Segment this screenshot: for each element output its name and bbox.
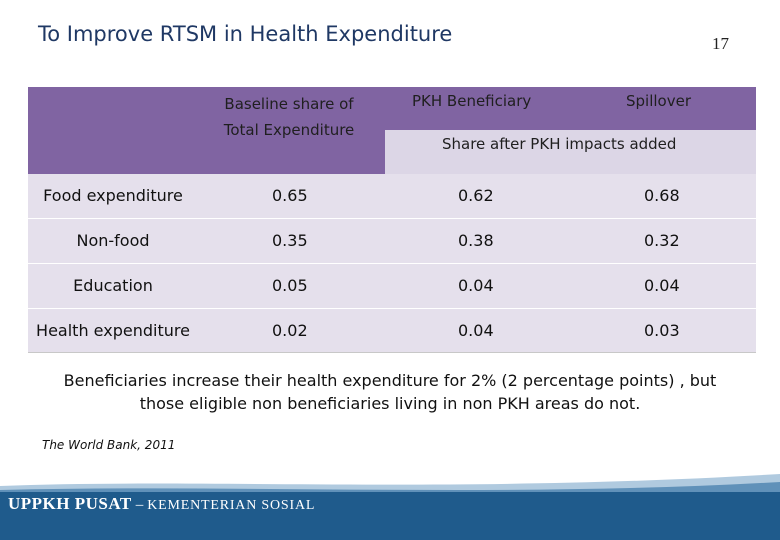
table-header-left-block bbox=[28, 130, 385, 174]
source-citation: The World Bank, 2011 bbox=[42, 438, 176, 452]
spillover-value: 0.03 bbox=[644, 321, 680, 340]
spillover-value: 0.04 bbox=[644, 276, 680, 295]
page-number: 17 bbox=[712, 34, 729, 53]
footer-ministry: KEMENTERIAN SOSIAL bbox=[147, 498, 316, 513]
table-bottom-rule bbox=[28, 352, 756, 353]
table-row: Education 0.05 0.04 0.04 bbox=[28, 264, 756, 308]
header-baseline-share: Baseline share of Total Expenditure bbox=[223, 95, 355, 139]
header-spillover: Spillover bbox=[626, 92, 691, 110]
row-label: Education bbox=[73, 276, 153, 295]
baseline-value: 0.35 bbox=[272, 231, 308, 250]
footer-label: UPPKH PUSAT – KEMENTERIAN SOSIAL bbox=[8, 494, 315, 514]
table-header-band bbox=[28, 87, 756, 130]
row-label: Non-food bbox=[76, 231, 150, 250]
slide-title: To Improve RTSM in Health Expenditure bbox=[38, 22, 453, 46]
table-row: Non-food 0.35 0.38 0.32 bbox=[28, 219, 756, 263]
footer-separator: – bbox=[135, 497, 144, 513]
spillover-value: 0.68 bbox=[644, 186, 680, 205]
pkh-value: 0.38 bbox=[458, 231, 494, 250]
pkh-value: 0.62 bbox=[458, 186, 494, 205]
pkh-value: 0.04 bbox=[458, 321, 494, 340]
baseline-value: 0.65 bbox=[272, 186, 308, 205]
findings-note: Beneficiaries increase their health expe… bbox=[63, 371, 717, 413]
table-row: Health expenditure 0.02 0.04 0.03 bbox=[28, 309, 756, 353]
footer-org: UPPKH PUSAT bbox=[8, 494, 132, 513]
table-row: Food expenditure 0.65 0.62 0.68 bbox=[28, 174, 756, 218]
pkh-value: 0.04 bbox=[458, 276, 494, 295]
header-share-after-pkh: Share after PKH impacts added bbox=[442, 135, 677, 153]
expenditure-table: Baseline share of Total Expenditure PKH … bbox=[28, 87, 756, 353]
baseline-value: 0.02 bbox=[272, 321, 308, 340]
row-label: Food expenditure bbox=[43, 186, 183, 205]
row-label: Health expenditure bbox=[36, 321, 190, 340]
table-subheader-band bbox=[385, 130, 756, 174]
spillover-value: 0.32 bbox=[644, 231, 680, 250]
footer-bar bbox=[0, 492, 780, 540]
baseline-value: 0.05 bbox=[272, 276, 308, 295]
header-pkh-beneficiary: PKH Beneficiary bbox=[412, 92, 532, 110]
